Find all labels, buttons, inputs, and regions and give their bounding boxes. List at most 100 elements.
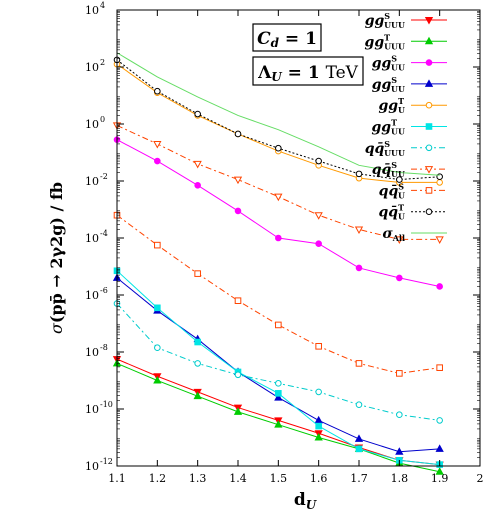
- series-line: [116, 124, 440, 240]
- data-point: [436, 179, 443, 186]
- x-tick-label: 1.1: [108, 472, 126, 485]
- legend-entry: qq̄S UUU: [365, 139, 447, 158]
- data-point: [355, 360, 363, 367]
- series-5: [113, 267, 443, 468]
- data-point: [154, 157, 161, 165]
- data-point: [354, 434, 364, 442]
- data-point: [354, 226, 364, 234]
- series-line: [116, 52, 440, 176]
- data-point: [194, 270, 201, 277]
- legend-marker: [425, 208, 433, 215]
- y-tick-exponent: 4: [100, 1, 105, 10]
- data-point: [274, 393, 283, 401]
- data-point: [275, 234, 282, 242]
- x-tick-label: 1.9: [431, 472, 449, 485]
- y-tick-label: 10: [85, 289, 99, 302]
- y-tick-label: 10: [85, 118, 99, 131]
- data-point: [275, 144, 282, 152]
- legend-entry: ggT UU: [372, 118, 447, 137]
- x-tick-label: 1.7: [350, 472, 368, 485]
- data-point: [315, 422, 322, 430]
- data-point: [234, 371, 242, 379]
- y-tick-exponent: -12: [100, 457, 113, 466]
- data-point: [154, 87, 161, 95]
- y-tick-label: 10: [85, 175, 99, 188]
- y-tick-label: 10: [85, 403, 99, 416]
- legend-entry: ggT U: [378, 96, 447, 115]
- legend-entry: qq̄S U: [379, 181, 447, 200]
- data-point: [435, 236, 444, 244]
- data-point: [234, 130, 242, 138]
- x-tick-label: 1.4: [229, 472, 247, 485]
- data-point: [193, 391, 202, 400]
- x-tick-label: 1.5: [270, 472, 288, 485]
- data-point: [154, 344, 161, 352]
- data-point: [396, 370, 403, 377]
- data-point: [436, 417, 443, 424]
- x-axis-label: dU: [294, 490, 318, 512]
- data-point: [275, 390, 282, 397]
- legend-marker: [425, 123, 433, 130]
- y-tick-exponent: -8: [100, 343, 108, 352]
- annotation-lambda: ΛU = 1 TeV: [252, 56, 364, 86]
- data-point: [314, 415, 323, 424]
- y-tick-label: 10: [85, 346, 99, 359]
- legend-marker: [424, 166, 434, 174]
- data-point: [314, 212, 323, 220]
- legend: ggS UUU ggT UUU ggS UU ggS UU ggT U ggT UU qq̄S UUU qq…: [365, 11, 447, 243]
- legend-label: ggT UUU: [365, 32, 405, 51]
- legend-marker: [425, 187, 433, 194]
- y-tick-exponent: 0: [100, 115, 105, 124]
- data-point: [275, 321, 282, 329]
- series-1: [112, 358, 444, 475]
- y-tick-exponent: -6: [100, 286, 108, 295]
- data-point: [314, 432, 323, 441]
- data-point: [233, 176, 243, 185]
- data-point: [436, 364, 443, 371]
- legend-label: ggS UU: [372, 75, 405, 94]
- legend-entry: ggS UU: [372, 54, 447, 73]
- data-point: [154, 241, 161, 249]
- data-point: [194, 181, 201, 189]
- data-point: [153, 375, 162, 384]
- data-point: [436, 283, 443, 290]
- svg-text:Cd = 1: Cd = 1: [257, 29, 317, 50]
- legend-marker: [425, 144, 433, 152]
- data-point: [395, 236, 404, 244]
- data-point: [193, 160, 202, 169]
- data-point: [355, 170, 363, 178]
- data-point: [395, 447, 404, 455]
- data-point: [355, 264, 363, 272]
- y-tick-label: 10: [85, 232, 99, 245]
- series-2: [113, 136, 443, 290]
- series-line: [116, 303, 440, 421]
- legend-label: qq̄S UU: [372, 160, 405, 179]
- y-tick-exponent: -4: [100, 229, 108, 238]
- legend-entry: ggT UUU: [365, 32, 447, 51]
- legend-marker: [425, 59, 433, 66]
- legend-entry: σAll: [382, 226, 447, 243]
- series-line: [116, 214, 440, 374]
- y-tick-exponent: 2: [100, 58, 105, 67]
- series-10: [116, 52, 440, 176]
- x-tick-label: 2: [477, 472, 484, 485]
- x-tick-label: 1.8: [391, 472, 409, 485]
- data-point: [194, 360, 201, 367]
- data-point: [435, 444, 444, 452]
- series-9: [113, 56, 443, 183]
- legend-label: qq̄T U: [378, 203, 405, 222]
- series-0: [112, 356, 444, 470]
- x-tick-label: 1.6: [310, 472, 328, 485]
- data-point: [233, 407, 243, 415]
- data-point: [355, 445, 363, 453]
- series-line: [116, 270, 440, 466]
- series-layer: [112, 52, 444, 475]
- legend-marker: [425, 101, 433, 109]
- legend-entry: ggS UU: [372, 75, 447, 94]
- legend-label: ggT U: [378, 96, 405, 115]
- data-point: [154, 304, 161, 312]
- legend-label: ggS UU: [372, 54, 405, 73]
- legend-entry: qq̄S UU: [372, 160, 447, 179]
- y-tick-label: 10: [85, 4, 99, 17]
